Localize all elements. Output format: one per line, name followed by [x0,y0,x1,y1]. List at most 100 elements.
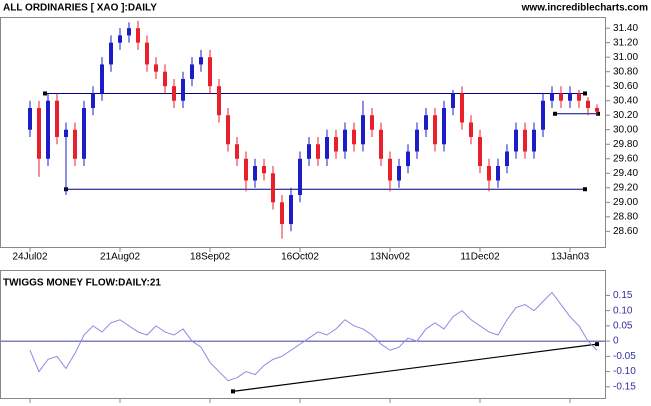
y-tick-label: -0.10 [613,366,636,377]
candle-body [154,64,158,72]
candle-body [64,129,68,137]
candle-body [37,107,41,159]
candle-body [73,129,77,159]
candle-body [451,93,455,108]
y-tick-label: 29.60 [613,153,638,164]
candle-body [82,107,86,159]
candle-body [100,64,104,94]
candle-body [343,129,347,152]
y-tick-label: 30.40 [613,95,638,106]
candle-body [577,93,581,101]
candle-body [550,93,554,101]
candle-body [253,166,257,181]
candle-body [334,136,338,152]
y-tick-label: 0.15 [613,290,633,301]
flow-frame [0,270,606,399]
candle-body [127,28,131,36]
candle-body [307,144,311,159]
candle-body [262,166,266,174]
candle-body [361,115,365,145]
candle-body [469,122,473,137]
y-tick-label: 30.60 [613,81,638,92]
candle-body [523,129,527,152]
candle-body [415,129,419,152]
candle-body [397,166,401,181]
candle-body [478,136,482,167]
source: www.incrediblecharts.com [521,3,648,14]
chart-title: ALL ORDINARIES [ XAO ]:DAILY [3,3,157,14]
candle-body [46,100,50,159]
level-end [553,111,557,116]
candle-body [379,129,383,159]
candle-body [532,129,536,152]
y-tick-label: 29.00 [613,197,638,208]
candle-body [559,93,563,101]
candle-body [505,151,509,167]
candle-body [28,107,32,130]
candle-body [487,166,491,181]
y-tick-label: 30.80 [613,66,638,77]
trend-end [231,389,235,394]
candle-body [109,42,113,65]
candle-body [496,166,500,181]
candle-body [514,129,518,152]
candle-body [541,100,545,130]
candle-body [55,100,59,137]
x-tick-label: 13Jan03 [551,252,590,263]
y-tick-label: 29.40 [613,168,638,179]
trend-end [595,342,599,347]
x-tick-label: 21Aug02 [100,252,140,263]
y-tick-label: 31.00 [613,52,638,63]
x-tick-label: 11Dec02 [460,252,500,263]
candle-body [352,129,356,145]
candle-body [145,42,149,65]
x-tick-label: 16Oct02 [281,252,319,263]
candle-body [595,107,599,112]
x-tick-label: 24Jul02 [12,252,47,263]
y-tick-label: 28.80 [613,211,638,222]
level-end [596,111,600,116]
candle-body [433,115,437,145]
candle-body [163,71,167,87]
candle-body [118,35,122,43]
price-frame [0,17,606,248]
y-tick-label: 30.20 [613,110,638,121]
candle-body [136,28,140,43]
candle-body [406,151,410,167]
y-tick-label: -0.05 [613,351,636,362]
candle-body [586,100,590,108]
candle-body [325,136,329,159]
level-end [43,91,47,96]
candle-body [370,115,374,130]
money-flow-line [29,291,598,382]
y-tick-label: 0.05 [613,320,633,331]
chart-title: TWIGGS MONEY FLOW:DAILY:21 [3,278,161,289]
candle-body [172,86,176,101]
x-tick-label: 18Sep02 [190,252,230,263]
candle-body [244,158,248,181]
candle-body [181,78,185,101]
y-tick-label: 29.20 [613,182,638,193]
candle-body [442,107,446,145]
y-tick-label: 0 [613,336,619,347]
candle-body [568,93,572,101]
candle-body [235,144,239,159]
candle-body [199,57,203,65]
candle-body [316,144,320,159]
trendline [232,343,598,392]
y-tick-label: 31.40 [613,23,638,34]
y-tick-label: 0.10 [613,305,633,316]
candle-body [271,173,275,203]
candle-body [91,93,95,108]
candle-body [289,195,293,225]
y-tick-label: 30.00 [613,124,638,135]
y-tick-label: 29.80 [613,139,638,150]
x-tick-label: 13Nov02 [370,252,410,263]
candle-body [298,158,302,196]
candle-body [208,57,212,87]
candle-body [226,115,230,145]
candle-body [280,202,284,225]
y-tick-label: 28.60 [613,226,638,237]
candle-body [190,64,194,79]
